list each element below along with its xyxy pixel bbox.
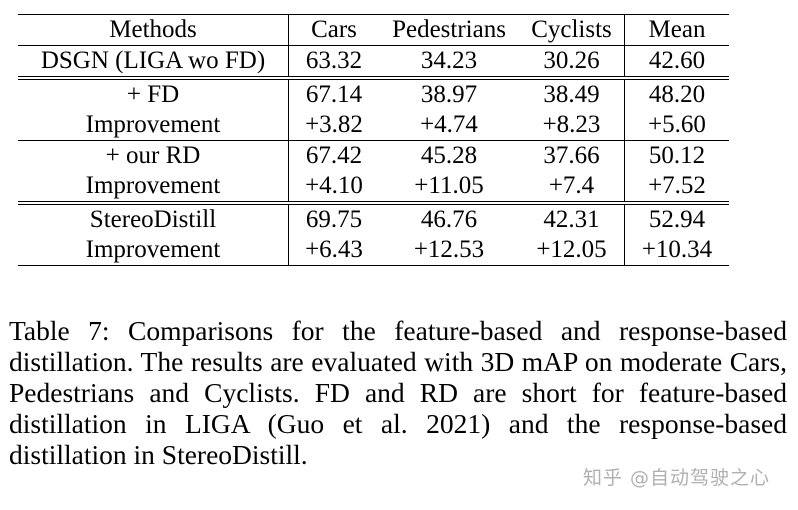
cell-pedestrians: +12.53: [379, 235, 519, 266]
table-header-row: Methods Cars Pedestrians Cyclists Mean: [18, 14, 729, 46]
cell-cyclists: 38.49: [519, 76, 625, 110]
cell-pedestrians: 46.76: [379, 201, 519, 235]
cell-cyclists: +8.23: [542, 111, 601, 138]
cell-pedestrians: +4.74: [420, 111, 478, 138]
cell-cars: +3.82: [288, 110, 379, 141]
table-row: DSGN (LIGA wo FD) 63.32 34.23 30.26 42.6…: [18, 45, 729, 78]
row-method: Improvement: [85, 111, 221, 138]
cell-mean: +5.60: [624, 110, 729, 141]
table-row: StereoDistill 69.75 46.76 42.31 52.94: [18, 201, 729, 235]
cell-cyclists: +12.05: [519, 235, 625, 266]
cell-mean: 42.60: [624, 45, 729, 78]
header-mean: Mean: [624, 14, 729, 46]
header-methods: Methods: [18, 14, 289, 46]
results-table: Methods Cars Pedestrians Cyclists Mean D…: [18, 14, 729, 266]
row-method: Improvement: [18, 235, 289, 266]
row-method: Improvement: [85, 172, 221, 199]
cell-cyclists: 37.66: [519, 140, 625, 171]
table-row: Improvement +4.10 +11.05 +7.4 +7.52: [18, 171, 729, 203]
row-method: StereoDistill: [18, 201, 289, 235]
cell-mean: 52.94: [624, 201, 729, 235]
cell-pedestrians: +11.05: [414, 172, 484, 199]
table-row: + FD 67.14 38.97 38.49 48.20: [18, 76, 729, 110]
header-cyclists: Cyclists: [519, 14, 625, 46]
header-cars: Cars: [288, 14, 379, 46]
row-method: DSGN (LIGA wo FD): [18, 45, 289, 78]
header-pedestrians: Pedestrians: [379, 14, 519, 46]
cell-mean: +10.34: [624, 235, 729, 266]
cell-cyclists: 30.26: [519, 45, 625, 78]
table-row: Improvement +3.82 +4.74 +8.23 +5.60: [18, 110, 729, 141]
cell-cars: 63.32: [288, 45, 379, 78]
cell-pedestrians: 38.97: [379, 76, 519, 110]
row-method: + our RD: [18, 140, 289, 171]
watermark: 知乎 @自动驾驶之心: [583, 467, 771, 489]
cell-pedestrians: 34.23: [379, 45, 519, 78]
cell-mean: 50.12: [624, 140, 729, 171]
row-method: + FD: [18, 76, 289, 110]
cell-mean: +7.52: [624, 171, 729, 203]
cell-cars: 67.14: [288, 76, 379, 110]
table-caption: Table 7: Comparisons for the feature-bas…: [9, 315, 787, 470]
cell-cyclists: 42.31: [519, 201, 625, 235]
cell-cars: 69.75: [288, 201, 379, 235]
cell-cars: +4.10: [288, 171, 379, 203]
cell-mean: 48.20: [624, 76, 729, 110]
cell-pedestrians: 45.28: [379, 140, 519, 171]
cell-cyclists: +7.4: [548, 172, 595, 199]
table-row: Improvement +6.43 +12.53 +12.05 +10.34: [18, 235, 729, 266]
cell-cars: 67.42: [288, 140, 379, 171]
cell-cars: +6.43: [288, 235, 379, 266]
table-row: + our RD 67.42 45.28 37.66 50.12: [18, 140, 729, 171]
